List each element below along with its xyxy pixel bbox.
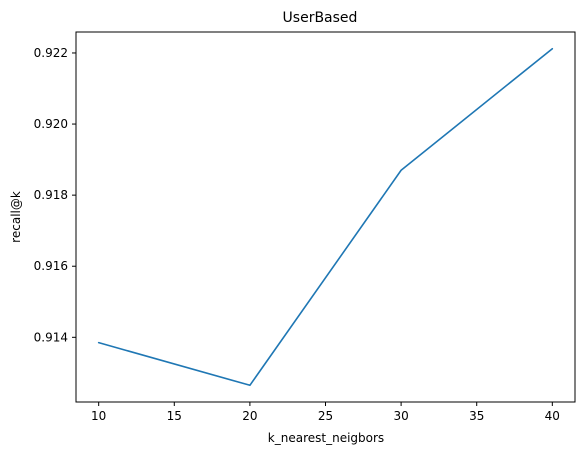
plot-frame [76,32,575,402]
y-tick-label: 0.922 [34,46,68,60]
y-tick-label: 0.918 [34,188,68,202]
y-tick-label: 0.920 [34,117,68,131]
x-tick-label: 35 [469,409,484,423]
x-tick-label: 20 [242,409,257,423]
y-tick-label: 0.914 [34,330,68,344]
y-tick-label: 0.916 [34,259,68,273]
chart-title: UserBased [283,10,358,26]
x-tick-label: 15 [167,409,182,423]
y-axis-ticks: 0.914 0.916 0.918 0.920 0.922 [34,46,76,344]
x-axis-ticks: 10 15 20 25 30 35 40 [91,402,560,423]
series-line [99,49,553,386]
y-axis-label: recall@k [9,191,23,243]
x-tick-label: 25 [318,409,333,423]
x-axis-label: k_nearest_neigbors [268,431,384,445]
x-tick-label: 40 [545,409,560,423]
x-tick-label: 10 [91,409,106,423]
x-tick-label: 30 [393,409,408,423]
